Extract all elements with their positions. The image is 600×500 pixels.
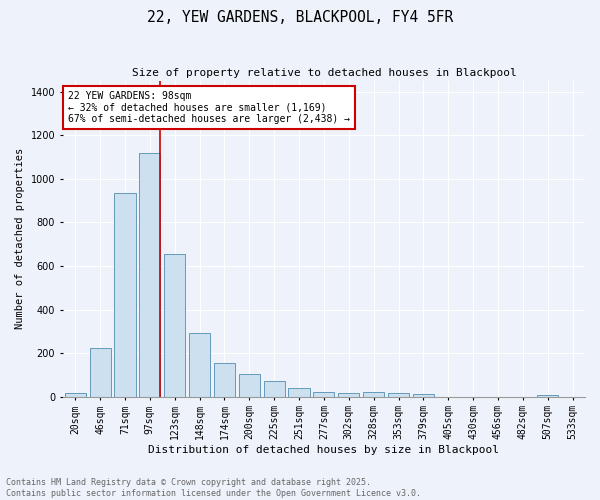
Bar — [89, 348, 110, 397]
Bar — [139, 153, 160, 396]
Bar — [115, 193, 136, 396]
Bar — [313, 392, 334, 396]
Bar — [263, 382, 285, 396]
Title: Size of property relative to detached houses in Blackpool: Size of property relative to detached ho… — [131, 68, 516, 78]
Bar — [65, 394, 86, 396]
Text: 22, YEW GARDENS, BLACKPOOL, FY4 5FR: 22, YEW GARDENS, BLACKPOOL, FY4 5FR — [147, 10, 453, 25]
X-axis label: Distribution of detached houses by size in Blackpool: Distribution of detached houses by size … — [148, 445, 499, 455]
Bar — [413, 394, 434, 396]
Text: 22 YEW GARDENS: 98sqm
← 32% of detached houses are smaller (1,169)
67% of semi-d: 22 YEW GARDENS: 98sqm ← 32% of detached … — [68, 90, 350, 124]
Bar — [289, 388, 310, 396]
Bar — [189, 334, 210, 396]
Bar — [214, 363, 235, 396]
Bar — [537, 395, 558, 396]
Bar — [239, 374, 260, 396]
Y-axis label: Number of detached properties: Number of detached properties — [15, 148, 25, 330]
Bar — [338, 392, 359, 396]
Bar — [388, 394, 409, 396]
Bar — [363, 392, 384, 396]
Text: Contains HM Land Registry data © Crown copyright and database right 2025.
Contai: Contains HM Land Registry data © Crown c… — [6, 478, 421, 498]
Bar — [164, 254, 185, 396]
